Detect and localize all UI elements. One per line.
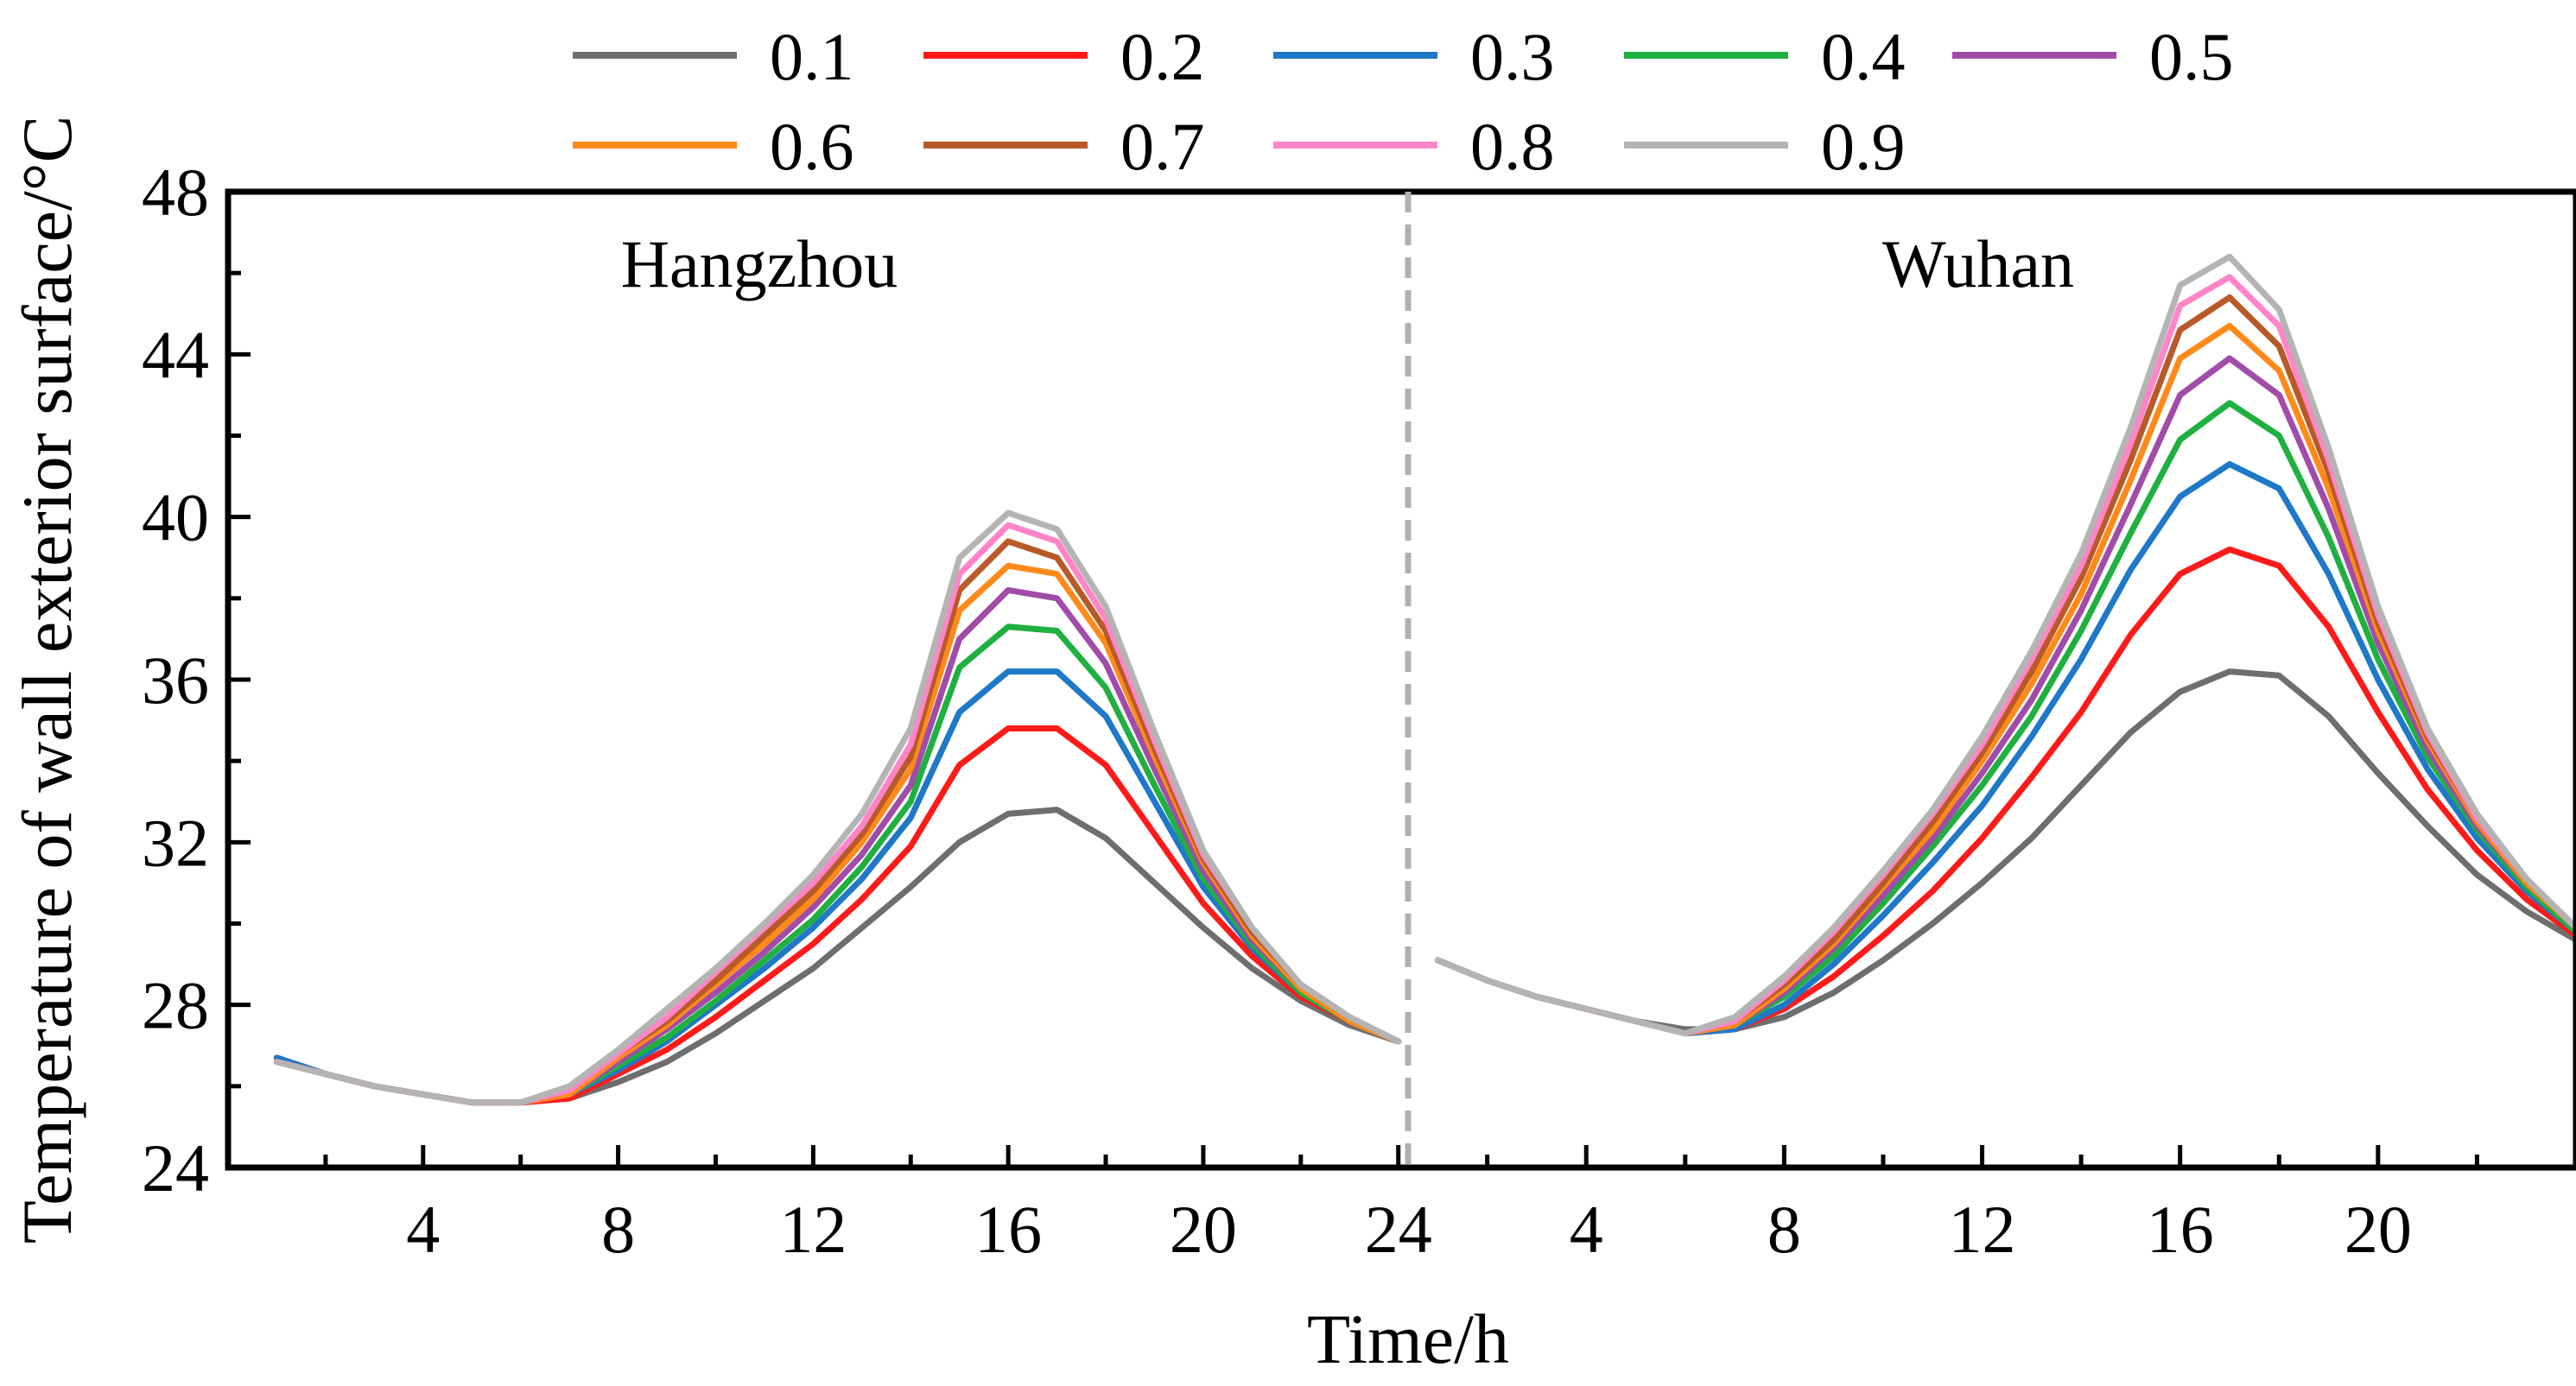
series-line-wuhan-0.9 <box>1434 253 2576 1037</box>
legend-label: 0.1 <box>770 19 854 94</box>
y-axis-title: Temperature of wall exterior surface/°C <box>8 116 86 1244</box>
x-tick-label: 4 <box>406 1192 440 1267</box>
plot-frame <box>225 188 2576 1171</box>
legend-item: 0.8 <box>1273 109 1555 184</box>
legend-item: 0.7 <box>923 109 1205 184</box>
y-tick-label: 36 <box>142 642 209 718</box>
legend-label: 0.5 <box>2149 19 2234 94</box>
series-line-wuhan-0.2 <box>1434 546 2576 1037</box>
series-line-hangzhou-0.6 <box>273 562 1402 1106</box>
x-tick-label: 24 <box>1365 1192 1432 1267</box>
legend: 0.1 0.2 0.3 0.4 0.5 0.6 0.7 0.8 0.9 <box>573 19 2234 184</box>
legend-label: 0.6 <box>770 109 854 184</box>
panels: Hangzhou 4 8 12 16 20 24 Wuhan 4 8 12 16 20 <box>273 226 2576 1267</box>
y-tick-label: 32 <box>142 805 209 880</box>
legend-label: 0.9 <box>1821 109 1906 184</box>
legend-item: 0.4 <box>1624 19 1906 94</box>
legend-item: 0.5 <box>1952 19 2234 94</box>
x-tick-label: 4 <box>1570 1192 1603 1267</box>
legend-label: 0.3 <box>1470 19 1555 94</box>
legend-item: 0.9 <box>1624 109 1906 184</box>
series-line-hangzhou-0.7 <box>273 538 1402 1106</box>
x-tick-label: 12 <box>1949 1192 2016 1267</box>
x-tick-label: 16 <box>2147 1192 2214 1267</box>
legend-item: 0.2 <box>923 19 1205 94</box>
series-line-wuhan-0.8 <box>1434 274 2576 1037</box>
x-tick-label: 20 <box>1170 1192 1237 1267</box>
y-axis: 24 28 32 36 40 44 48 <box>142 155 251 1206</box>
legend-label: 0.2 <box>1120 19 1205 94</box>
series-line-hangzhou-0.9 <box>273 509 1402 1106</box>
series-line-wuhan-0.7 <box>1434 294 2576 1037</box>
legend-label: 0.8 <box>1470 109 1555 184</box>
legend-item: 0.3 <box>1273 19 1555 94</box>
legend-label: 0.4 <box>1821 19 1906 94</box>
panel-label: Hangzhou <box>621 226 898 301</box>
panel-wuhan: Wuhan 4 8 12 16 20 <box>1434 226 2576 1267</box>
panel-hangzhou: Hangzhou 4 8 12 16 20 24 <box>273 226 1432 1267</box>
legend-item: 0.1 <box>573 19 854 94</box>
x-tick-label: 12 <box>779 1192 847 1267</box>
y-tick-label: 44 <box>142 317 209 392</box>
y-tick-label: 40 <box>142 480 209 555</box>
series-line-hangzhou-0.3 <box>273 668 1402 1106</box>
panel-label: Wuhan <box>1882 226 2074 301</box>
y-tick-label: 24 <box>142 1130 209 1206</box>
x-tick-label: 16 <box>974 1192 1042 1267</box>
y-tick-label: 28 <box>142 968 209 1043</box>
series-line-hangzhou-0.8 <box>273 522 1402 1106</box>
y-tick-label: 48 <box>142 155 209 230</box>
x-tick-label: 8 <box>601 1192 635 1267</box>
x-axis-title: Time/h <box>1307 1300 1509 1378</box>
x-tick-label: 20 <box>2344 1192 2412 1267</box>
x-tick-label: 8 <box>1767 1192 1801 1267</box>
legend-label: 0.7 <box>1120 109 1205 184</box>
legend-item: 0.6 <box>573 109 854 184</box>
